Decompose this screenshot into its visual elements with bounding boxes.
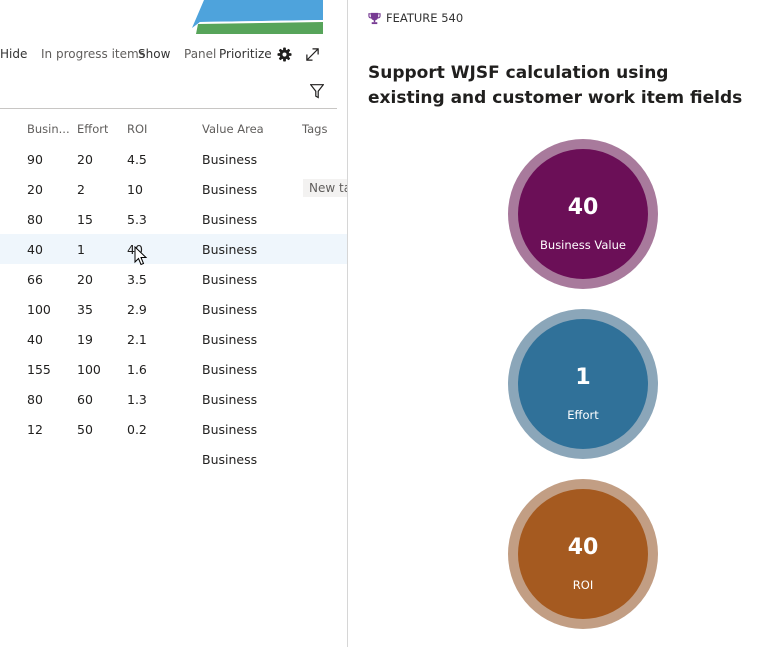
cell-value-area: Business xyxy=(202,242,258,257)
column-header-business-value[interactable]: Busin... xyxy=(27,122,70,136)
cell-value-area: Business xyxy=(202,392,258,407)
grid-header: Busin... Effort ROI Value Area Tags xyxy=(0,122,347,138)
cumulative-flow-chart-fragment xyxy=(192,0,323,34)
column-header-effort[interactable]: Effort xyxy=(77,122,109,136)
cell-value-area: Business xyxy=(202,302,258,317)
work-item-title[interactable]: Support WJSF calculation using existing … xyxy=(368,63,743,108)
table-row[interactable]: 20 2 10 Business New ta xyxy=(0,174,347,204)
table-row[interactable]: 90 20 4.5 Business xyxy=(0,144,347,174)
cell-effort: 35 xyxy=(77,302,93,317)
chart-area-green xyxy=(196,22,323,34)
panel-label: Panel xyxy=(184,47,217,61)
table-row[interactable]: 100 35 2.9 Business xyxy=(0,294,347,324)
cell-business-value: 155 xyxy=(27,362,51,377)
table-row[interactable]: 80 60 1.3 Business xyxy=(0,384,347,414)
business-value-metric: 40 Business Value xyxy=(508,139,658,289)
cell-effort: 50 xyxy=(77,422,93,437)
work-item-panel: FEATURE 540 Support WJSF calculation usi… xyxy=(348,0,764,647)
cell-effort: 2 xyxy=(77,182,85,197)
column-header-roi[interactable]: ROI xyxy=(127,122,148,136)
cell-effort: 100 xyxy=(77,362,101,377)
filter-icon[interactable] xyxy=(310,84,324,99)
roi-circle: 40 ROI xyxy=(518,489,648,619)
table-row[interactable]: Business xyxy=(0,444,347,474)
business-value-circle: 40 Business Value xyxy=(518,149,648,279)
cell-effort: 15 xyxy=(77,212,93,227)
cell-business-value: 20 xyxy=(27,182,43,197)
cell-value-area: Business xyxy=(202,422,258,437)
cell-effort: 1 xyxy=(77,242,85,257)
cell-business-value: 40 xyxy=(27,242,43,257)
expand-icon[interactable] xyxy=(305,47,320,62)
filter-bar xyxy=(0,80,337,109)
prioritize-button[interactable]: Prioritize xyxy=(219,47,272,61)
cell-roi: 3.5 xyxy=(127,272,147,287)
business-value-caption: Business Value xyxy=(540,238,626,252)
feature-id-label: FEATURE 540 xyxy=(386,11,464,25)
effort-metric: 1 Effort xyxy=(508,309,658,459)
show-button[interactable]: Show xyxy=(138,47,171,61)
cell-business-value: 80 xyxy=(27,212,43,227)
cell-roi: 1.3 xyxy=(127,392,147,407)
tag-chip[interactable]: New ta xyxy=(303,179,347,197)
cell-roi: 4.5 xyxy=(127,152,147,167)
mouse-cursor-icon xyxy=(134,246,148,266)
roi-caption: ROI xyxy=(572,578,594,592)
backlog-pane: Hide In progress items Show Panel Priori… xyxy=(0,0,347,647)
table-row-selected[interactable]: 40 1 40 Business xyxy=(0,234,347,266)
column-header-value-area[interactable]: Value Area xyxy=(202,122,264,136)
cell-roi: 0.2 xyxy=(127,422,147,437)
table-row[interactable]: 40 19 2.1 Business xyxy=(0,324,347,354)
cell-roi: 2.1 xyxy=(127,332,147,347)
cell-business-value: 66 xyxy=(27,272,43,287)
chart-area-blue xyxy=(192,0,323,28)
cell-value-area: Business xyxy=(202,152,258,167)
cell-effort: 20 xyxy=(77,152,93,167)
table-row[interactable]: 66 20 3.5 Business xyxy=(0,264,347,294)
cell-effort: 19 xyxy=(77,332,93,347)
trophy-icon xyxy=(368,12,381,24)
cell-effort: 20 xyxy=(77,272,93,287)
column-header-tags[interactable]: Tags xyxy=(302,122,328,136)
cell-value-area: Business xyxy=(202,212,258,227)
cell-roi: 1.6 xyxy=(127,362,147,377)
cell-value-area: Business xyxy=(202,362,258,377)
work-item-type-label: FEATURE 540 xyxy=(368,11,463,25)
effort-number: 1 xyxy=(575,365,591,390)
cell-effort: 60 xyxy=(77,392,93,407)
table-row[interactable]: 12 50 0.2 Business xyxy=(0,414,347,444)
business-value-number: 40 xyxy=(567,195,599,220)
in-progress-items-label: In progress items xyxy=(41,47,145,61)
roi-metric: 40 ROI xyxy=(508,479,658,629)
cell-business-value: 100 xyxy=(27,302,51,317)
cell-roi: 2.9 xyxy=(127,302,147,317)
effort-circle: 1 Effort xyxy=(518,319,648,449)
table-row[interactable]: 80 15 5.3 Business xyxy=(0,204,347,234)
cell-business-value: 90 xyxy=(27,152,43,167)
chart-area-gap xyxy=(198,20,323,24)
cell-value-area: Business xyxy=(202,272,258,287)
cell-business-value: 12 xyxy=(27,422,43,437)
cell-value-area: Business xyxy=(202,182,258,197)
pane-divider[interactable] xyxy=(347,0,348,647)
effort-caption: Effort xyxy=(567,408,599,422)
cell-roi: 5.3 xyxy=(127,212,147,227)
cell-business-value: 40 xyxy=(27,332,43,347)
cell-roi: 10 xyxy=(127,182,143,197)
roi-number: 40 xyxy=(567,535,599,560)
cell-value-area: Business xyxy=(202,332,258,347)
cell-value-area: Business xyxy=(202,452,258,467)
table-row[interactable]: 155 100 1.6 Business xyxy=(0,354,347,384)
hide-button[interactable]: Hide xyxy=(0,47,28,61)
gear-icon[interactable] xyxy=(277,47,292,62)
cell-business-value: 80 xyxy=(27,392,43,407)
